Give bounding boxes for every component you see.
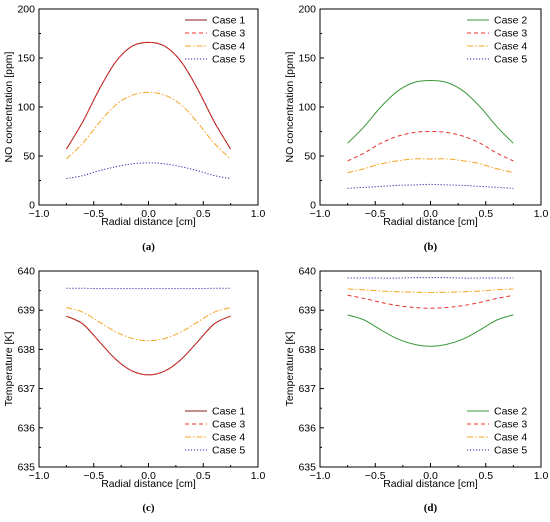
y-tick-label: 100 bbox=[17, 102, 35, 114]
y-tick-label: 638 bbox=[17, 344, 35, 356]
legend-label: Case 4 bbox=[494, 41, 527, 53]
legend-label: Case 5 bbox=[212, 54, 245, 66]
legend-label: Case 4 bbox=[494, 432, 527, 444]
x-tick-label: 0.0 bbox=[423, 208, 438, 220]
y-tick-label: 150 bbox=[17, 53, 35, 65]
legend-label: Case 4 bbox=[212, 432, 245, 444]
y-tick-label: 0 bbox=[310, 200, 316, 212]
x-tick-label: 0.0 bbox=[141, 470, 156, 482]
x-tick-label: 1.0 bbox=[534, 208, 549, 220]
y-tick-label: 636 bbox=[298, 422, 316, 434]
y-tick-label: 637 bbox=[17, 383, 35, 395]
panel-caption: (a) bbox=[142, 241, 155, 253]
y-axis-title: NO concentration [ppm] bbox=[284, 51, 296, 162]
legend-label: Case 4 bbox=[212, 41, 245, 53]
series-line-case-2 bbox=[348, 81, 514, 144]
panel-d: Radial distance [cm] Temperature [K] (d)… bbox=[284, 266, 548, 515]
panel-caption: (b) bbox=[424, 241, 438, 253]
y-tick-label: 100 bbox=[298, 102, 316, 114]
legend-label: Case 5 bbox=[494, 54, 527, 66]
panel-b: Radial distance [cm] NO concentration [p… bbox=[284, 4, 548, 254]
y-tick-label: 50 bbox=[23, 151, 35, 163]
legend-label: Case 1 bbox=[212, 406, 245, 418]
panel-a: Radial distance [cm] NO concentration [p… bbox=[3, 4, 265, 254]
y-tick-label: 639 bbox=[298, 305, 316, 317]
series-line-case-3 bbox=[66, 316, 230, 375]
legend-label: Case 2 bbox=[494, 15, 527, 27]
legend-label: Case 3 bbox=[494, 419, 527, 431]
x-tick-label: 1.0 bbox=[251, 208, 266, 220]
x-tick-label: 0.5 bbox=[196, 470, 211, 482]
series-line-case-5 bbox=[348, 184, 514, 188]
series-line-case-3 bbox=[348, 295, 514, 308]
panel-caption: (c) bbox=[142, 502, 155, 514]
series-line-case-4 bbox=[348, 159, 514, 173]
y-tick-label: 200 bbox=[17, 4, 35, 16]
series-line-case-2 bbox=[348, 315, 514, 346]
x-tick-label: 0.5 bbox=[478, 470, 493, 482]
series-line-case-4 bbox=[66, 92, 230, 159]
series-line-case-1 bbox=[66, 316, 230, 375]
legend-label: Case 5 bbox=[494, 445, 527, 457]
legend-label: Case 1 bbox=[212, 15, 245, 27]
panel-caption: (d) bbox=[424, 502, 438, 514]
y-tick-label: 200 bbox=[298, 4, 316, 16]
legend-label: Case 3 bbox=[212, 419, 245, 431]
series-line-case-5 bbox=[66, 163, 230, 179]
legend-label: Case 3 bbox=[494, 28, 527, 40]
x-tick-label: 0.0 bbox=[141, 208, 156, 220]
y-tick-label: 635 bbox=[298, 462, 316, 474]
y-axis-title: NO concentration [ppm] bbox=[3, 51, 15, 162]
y-tick-label: 637 bbox=[298, 383, 316, 395]
legend-label: Case 5 bbox=[212, 445, 245, 457]
x-tick-label: 0.0 bbox=[423, 470, 438, 482]
y-tick-label: 639 bbox=[17, 305, 35, 317]
x-tick-label: −0.5 bbox=[83, 208, 104, 220]
y-tick-label: 635 bbox=[17, 462, 35, 474]
x-tick-label: 1.0 bbox=[534, 470, 549, 482]
y-tick-label: 638 bbox=[298, 344, 316, 356]
panel-c: Radial distance [cm] Temperature [K] (c)… bbox=[3, 266, 265, 515]
legend-label: Case 3 bbox=[212, 28, 245, 40]
x-tick-label: 1.0 bbox=[251, 470, 266, 482]
y-tick-label: 636 bbox=[17, 422, 35, 434]
x-tick-label: −0.5 bbox=[365, 208, 386, 220]
y-tick-label: 150 bbox=[298, 53, 316, 65]
x-tick-label: 0.5 bbox=[478, 208, 493, 220]
y-tick-label: 640 bbox=[17, 266, 35, 278]
x-tick-label: 0.5 bbox=[196, 208, 211, 220]
y-axis-title: Temperature [K] bbox=[3, 332, 15, 407]
x-tick-label: −0.5 bbox=[83, 470, 104, 482]
y-tick-label: 0 bbox=[29, 200, 35, 212]
series-line-case-4 bbox=[66, 307, 230, 340]
x-tick-label: −0.5 bbox=[365, 470, 386, 482]
series-line-case-4 bbox=[348, 289, 514, 293]
y-tick-label: 640 bbox=[298, 266, 316, 278]
series-line-case-3 bbox=[348, 132, 514, 161]
y-axis-title: Temperature [K] bbox=[284, 332, 296, 407]
y-tick-label: 50 bbox=[304, 151, 316, 163]
legend-label: Case 2 bbox=[494, 406, 527, 418]
